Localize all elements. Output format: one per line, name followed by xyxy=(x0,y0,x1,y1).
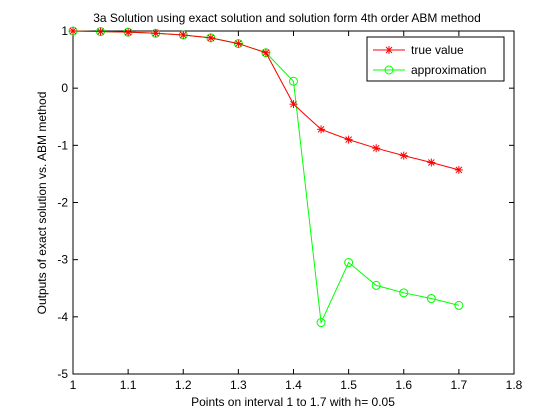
series-group xyxy=(68,26,464,328)
data-point-true-value xyxy=(234,39,243,48)
x-tick-label: 1.8 xyxy=(506,378,523,392)
data-point-approximation xyxy=(344,258,354,268)
x-tick-label: 1.4 xyxy=(285,378,302,392)
data-point-true-value xyxy=(261,48,270,57)
data-point-true-value xyxy=(179,31,188,40)
legend: true value approximation xyxy=(366,36,505,82)
data-point-true-value xyxy=(344,135,353,144)
plot-area xyxy=(72,30,515,375)
data-point-approximation xyxy=(399,288,409,298)
data-point-true-value xyxy=(454,165,463,174)
y-tick-label: -5 xyxy=(57,367,68,381)
x-axis-title: Points on interval 1 to 1.7 with h= 0.05 xyxy=(191,395,395,409)
y-tick-label: -3 xyxy=(57,253,68,267)
y-tick-label: 1 xyxy=(61,24,68,38)
x-axis: 1 1.1 1.2 1.3 1.4 1.5 1.6 1.7 1.8 xyxy=(70,31,523,392)
data-point-true-value xyxy=(399,151,408,160)
y-tick-label: -4 xyxy=(57,310,68,324)
y-axis: -5 -4 -3 -2 -1 0 1 xyxy=(57,24,514,381)
data-point-approximation xyxy=(454,300,464,310)
data-point-approximation xyxy=(371,280,381,290)
data-point-true-value xyxy=(96,27,105,36)
x-tick-label: 1.1 xyxy=(120,378,137,392)
x-tick-label: 1.3 xyxy=(230,378,247,392)
x-tick-label: 1.7 xyxy=(451,378,468,392)
data-point-approximation xyxy=(316,318,326,328)
data-point-true-value xyxy=(124,28,133,37)
legend-box xyxy=(366,36,505,82)
data-point-approximation xyxy=(289,76,298,86)
legend-marker-true-value xyxy=(385,46,393,54)
data-point-true-value xyxy=(317,125,326,134)
y-tick-label: -1 xyxy=(57,138,68,152)
y-axis-title: Outputs of exact solution vs. ABM method xyxy=(35,92,49,315)
data-point-true-value xyxy=(151,29,160,38)
x-tick-label: 1.6 xyxy=(395,378,412,392)
legend-marker-approximation xyxy=(384,65,394,75)
x-tick-label: 1.2 xyxy=(175,378,192,392)
chart-title: 3a Solution using exact solution and sol… xyxy=(93,11,481,25)
y-tick-label: 0 xyxy=(61,81,68,95)
data-point-true-value xyxy=(206,33,215,42)
data-point-true-value xyxy=(372,144,381,153)
data-point-true-value xyxy=(289,100,298,109)
x-tick-label: 1 xyxy=(70,378,77,392)
data-point-approximation xyxy=(426,294,436,304)
x-tick-label: 1.5 xyxy=(340,378,357,392)
data-point-true-value xyxy=(69,27,77,35)
legend-label-true-value: true value xyxy=(411,43,464,57)
y-tick-label: -2 xyxy=(57,196,68,210)
legend-label-approximation: approximation xyxy=(411,63,486,77)
data-point-true-value xyxy=(427,158,436,167)
